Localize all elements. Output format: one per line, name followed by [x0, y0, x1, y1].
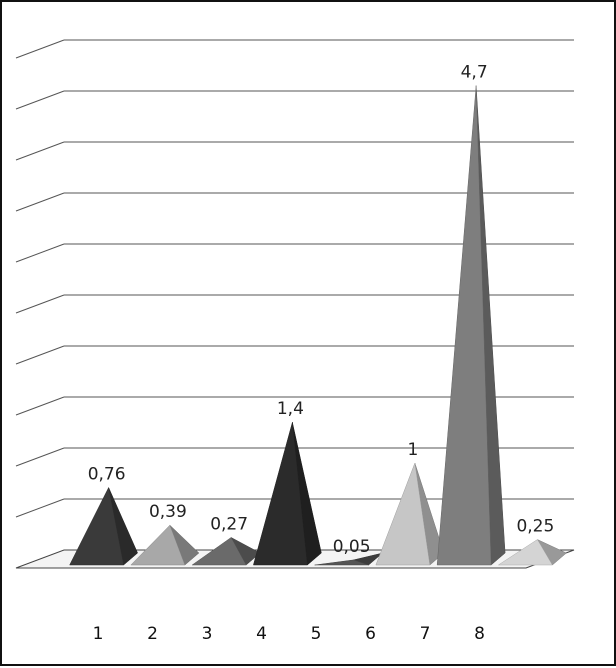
bar-pyramid — [69, 486, 138, 566]
category-label: 8 — [474, 624, 485, 644]
gridline — [15, 39, 574, 59]
category-label: 2 — [147, 624, 158, 644]
bar-pyramid — [130, 524, 200, 566]
category-label: 5 — [311, 624, 322, 644]
bar-pyramid — [375, 462, 445, 566]
category-label: 3 — [202, 624, 213, 644]
data-label: 0,76 — [88, 464, 126, 484]
data-label: 1 — [407, 440, 418, 460]
gridlines — [15, 39, 574, 518]
data-labels-group: 0,76 0,39 0,27 1,4 0,05 1 4,7 0,25 — [88, 63, 555, 557]
data-label: 0,05 — [333, 537, 371, 557]
bar-pyramid — [253, 422, 322, 566]
gridline — [15, 192, 574, 212]
category-labels-group: 1 2 3 4 5 6 7 8 — [93, 624, 485, 644]
category-label: 7 — [420, 624, 431, 644]
bar-pyramid — [436, 85, 506, 566]
bars-group — [69, 85, 567, 566]
data-label: 4,7 — [461, 63, 488, 83]
data-label: 0,25 — [516, 517, 554, 537]
data-label: 0,39 — [149, 502, 187, 522]
bar-pyramid — [497, 538, 567, 566]
category-label: 1 — [93, 624, 104, 644]
gridline — [15, 141, 574, 161]
gridline — [15, 90, 574, 110]
gridline — [15, 243, 574, 263]
data-label: 0,27 — [210, 514, 248, 534]
category-label: 6 — [365, 624, 376, 644]
bar-pyramid — [314, 552, 383, 566]
category-label: 4 — [256, 624, 267, 644]
bar-pyramid — [191, 536, 261, 566]
data-label: 1,4 — [277, 399, 304, 419]
